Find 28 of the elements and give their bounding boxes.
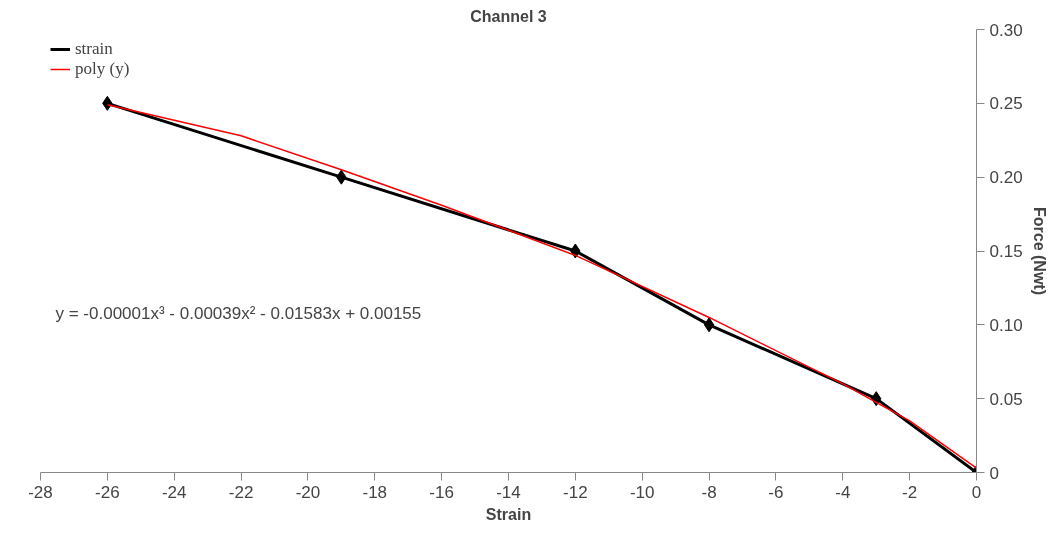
x-tick-label: -28 (28, 482, 53, 502)
legend-label: strain (75, 39, 113, 59)
legend-label: poly (y) (75, 59, 130, 79)
x-tick-label: -26 (95, 482, 120, 502)
y-tick-label: 0.20 (989, 168, 1023, 188)
x-tick-label: -20 (295, 482, 321, 502)
x-tick-label: -6 (768, 482, 784, 502)
x-tick-label: -2 (902, 482, 918, 502)
y-tick-label: 0 (989, 463, 999, 483)
y-tick-label: 0.25 (989, 94, 1023, 114)
chart-title: Channel 3 (470, 7, 547, 25)
x-tick-label: -10 (629, 482, 655, 502)
x-tick-label: -16 (429, 482, 454, 502)
y-tick-label: 0.30 (989, 20, 1023, 40)
x-tick-label: -18 (362, 482, 388, 502)
x-tick-label: 0 (971, 482, 982, 502)
x-tick-label: -14 (496, 482, 521, 502)
x-tick-label: -24 (161, 482, 187, 502)
annotation: y = -0.00001x³ - 0.00039x² - 0.01583x + 0.00155 (55, 303, 422, 323)
y-tick-label: 0.05 (989, 389, 1023, 409)
x-tick-label: -22 (228, 482, 254, 502)
x-tick-label: -8 (701, 482, 717, 502)
x-axis-title: Strain (485, 505, 532, 523)
x-tick-label: -12 (563, 482, 588, 502)
y-tick-label: 0.10 (989, 315, 1023, 335)
x-tick-label: -4 (835, 482, 851, 502)
y-tick-label: 0.15 (989, 242, 1023, 261)
y-axis-title: Force (Nwt) (1030, 207, 1048, 295)
